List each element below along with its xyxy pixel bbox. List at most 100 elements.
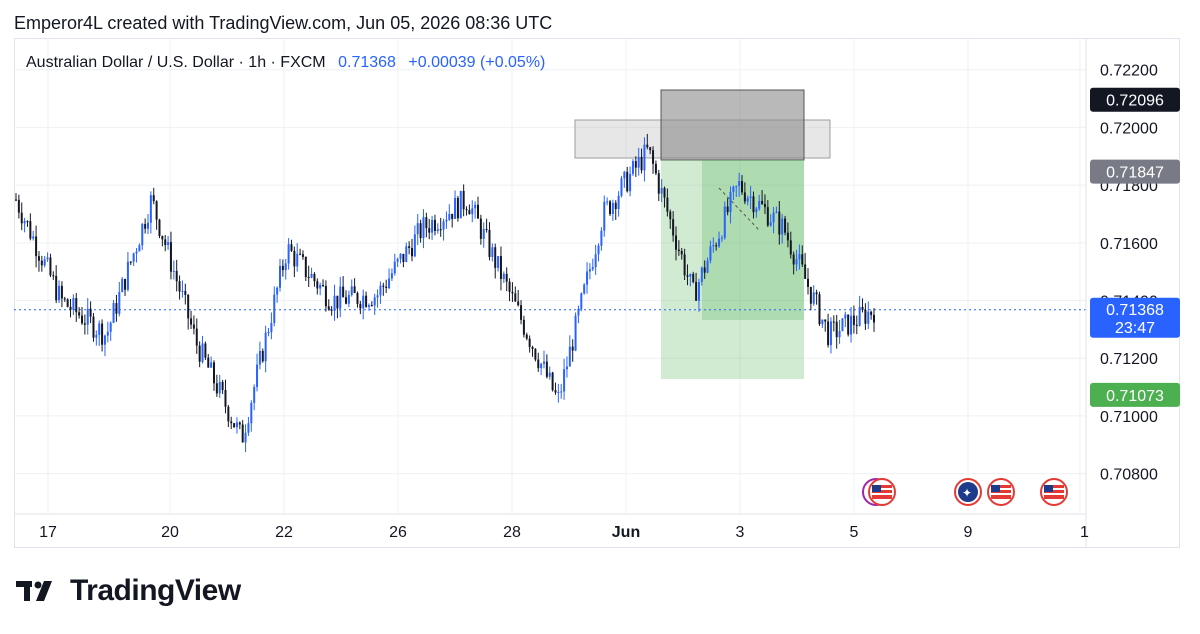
y-tick-label: 0.71000	[1100, 409, 1158, 426]
candle-body	[81, 315, 83, 324]
candle-body	[465, 209, 468, 211]
candle-body	[818, 294, 821, 325]
last-price: 0.71368	[338, 54, 396, 71]
candle-body	[620, 178, 623, 196]
candle-body	[46, 257, 49, 260]
candle-body	[141, 223, 144, 246]
candle-body	[609, 201, 611, 214]
candle-body	[247, 423, 250, 433]
candle-body	[580, 293, 583, 309]
economic-events[interactable]: ✦	[862, 478, 1068, 506]
candle-body	[256, 364, 259, 387]
candle-body	[436, 229, 439, 231]
candle-body	[198, 345, 201, 362]
tradingview-logo-icon	[16, 581, 52, 601]
candle-body	[789, 240, 792, 255]
candle-body	[471, 208, 474, 215]
candle-body	[448, 213, 451, 220]
candle-body	[548, 372, 551, 377]
candle-body	[675, 235, 677, 250]
us-flag-icon[interactable]	[987, 478, 1015, 506]
candle-body	[129, 261, 132, 263]
candle-body	[23, 221, 26, 224]
candle-body	[350, 286, 353, 295]
candle-body	[663, 188, 666, 198]
candle-body	[660, 188, 663, 194]
x-tick-label: 3	[736, 524, 745, 541]
x-tick-label: 28	[503, 524, 521, 541]
candle-body	[399, 253, 402, 259]
long-short-position-tool[interactable]	[574, 89, 831, 379]
candle-body	[132, 253, 135, 262]
candle-body	[213, 362, 215, 384]
candle-body	[408, 246, 411, 249]
candle-body	[763, 203, 766, 208]
candle-body	[106, 331, 109, 336]
candle-body	[551, 372, 554, 391]
candle-body	[560, 391, 563, 393]
tradingview-logo[interactable]: TradingView	[16, 574, 241, 608]
candle-body	[428, 228, 431, 233]
candle-body	[439, 229, 442, 231]
candle-body	[425, 217, 428, 229]
candle-body	[304, 256, 307, 277]
candle-body	[109, 322, 112, 332]
candle-body	[583, 284, 586, 294]
candle-body	[433, 219, 436, 231]
candle-body	[204, 343, 207, 358]
x-tick-label: 17	[39, 524, 57, 541]
candle-body	[709, 246, 712, 261]
us-flag-icon[interactable]	[1040, 478, 1068, 506]
candle-body	[577, 308, 580, 316]
candle-body	[508, 281, 511, 292]
candle-body	[422, 217, 425, 239]
candle-body	[89, 308, 92, 317]
candle-body	[135, 251, 138, 254]
candle-body	[574, 315, 577, 351]
candle-body	[121, 278, 124, 292]
symbol-legend[interactable]: Australian Dollar / U.S. Dollar · 1h · F…	[26, 54, 545, 72]
bar-countdown: 23:47	[1115, 320, 1155, 337]
candle-body	[657, 173, 660, 194]
candle-body	[468, 210, 471, 215]
candle-body	[482, 228, 485, 239]
candle-body	[261, 350, 264, 362]
candle-body	[181, 290, 184, 292]
candle-body	[626, 171, 629, 192]
x-tick-label: 20	[161, 524, 179, 541]
candle-body	[723, 206, 726, 238]
candle-body	[697, 281, 700, 301]
candle-body	[815, 292, 818, 295]
candle-body	[775, 211, 778, 213]
candle-body	[864, 309, 867, 324]
candle-body	[241, 424, 244, 443]
attribution-text: Emperor4L created with TradingView.com, …	[14, 13, 553, 33]
candle-body	[442, 221, 445, 230]
candle-body	[807, 278, 809, 287]
candle-body	[534, 348, 537, 360]
candle-body	[568, 346, 571, 367]
candle-body	[92, 316, 95, 338]
candle-body	[187, 294, 190, 319]
candle-body	[26, 221, 29, 223]
candle-body	[623, 171, 626, 179]
candle-body	[379, 285, 382, 296]
candle-body	[250, 402, 253, 424]
candle-body	[732, 186, 735, 192]
trend-dashed-line	[718, 187, 760, 231]
us-flag-icon[interactable]	[862, 478, 896, 506]
price-chart[interactable]: ✦ 17 20 22 26 28 Jun 3 5 9 1 0.	[14, 38, 1180, 548]
candle-body	[55, 275, 58, 301]
x-tick-label: 26	[389, 524, 407, 541]
candle-body	[652, 150, 655, 164]
candle-body	[637, 157, 640, 168]
au-flag-icon[interactable]: ✦	[954, 478, 982, 506]
candle-body	[781, 218, 784, 235]
candle-body	[431, 219, 434, 233]
candle-body	[597, 245, 600, 255]
candle-body	[479, 218, 482, 239]
candle-body	[451, 213, 454, 219]
candle-body	[293, 250, 296, 267]
candle-body	[847, 314, 850, 335]
candle-body	[617, 195, 620, 210]
